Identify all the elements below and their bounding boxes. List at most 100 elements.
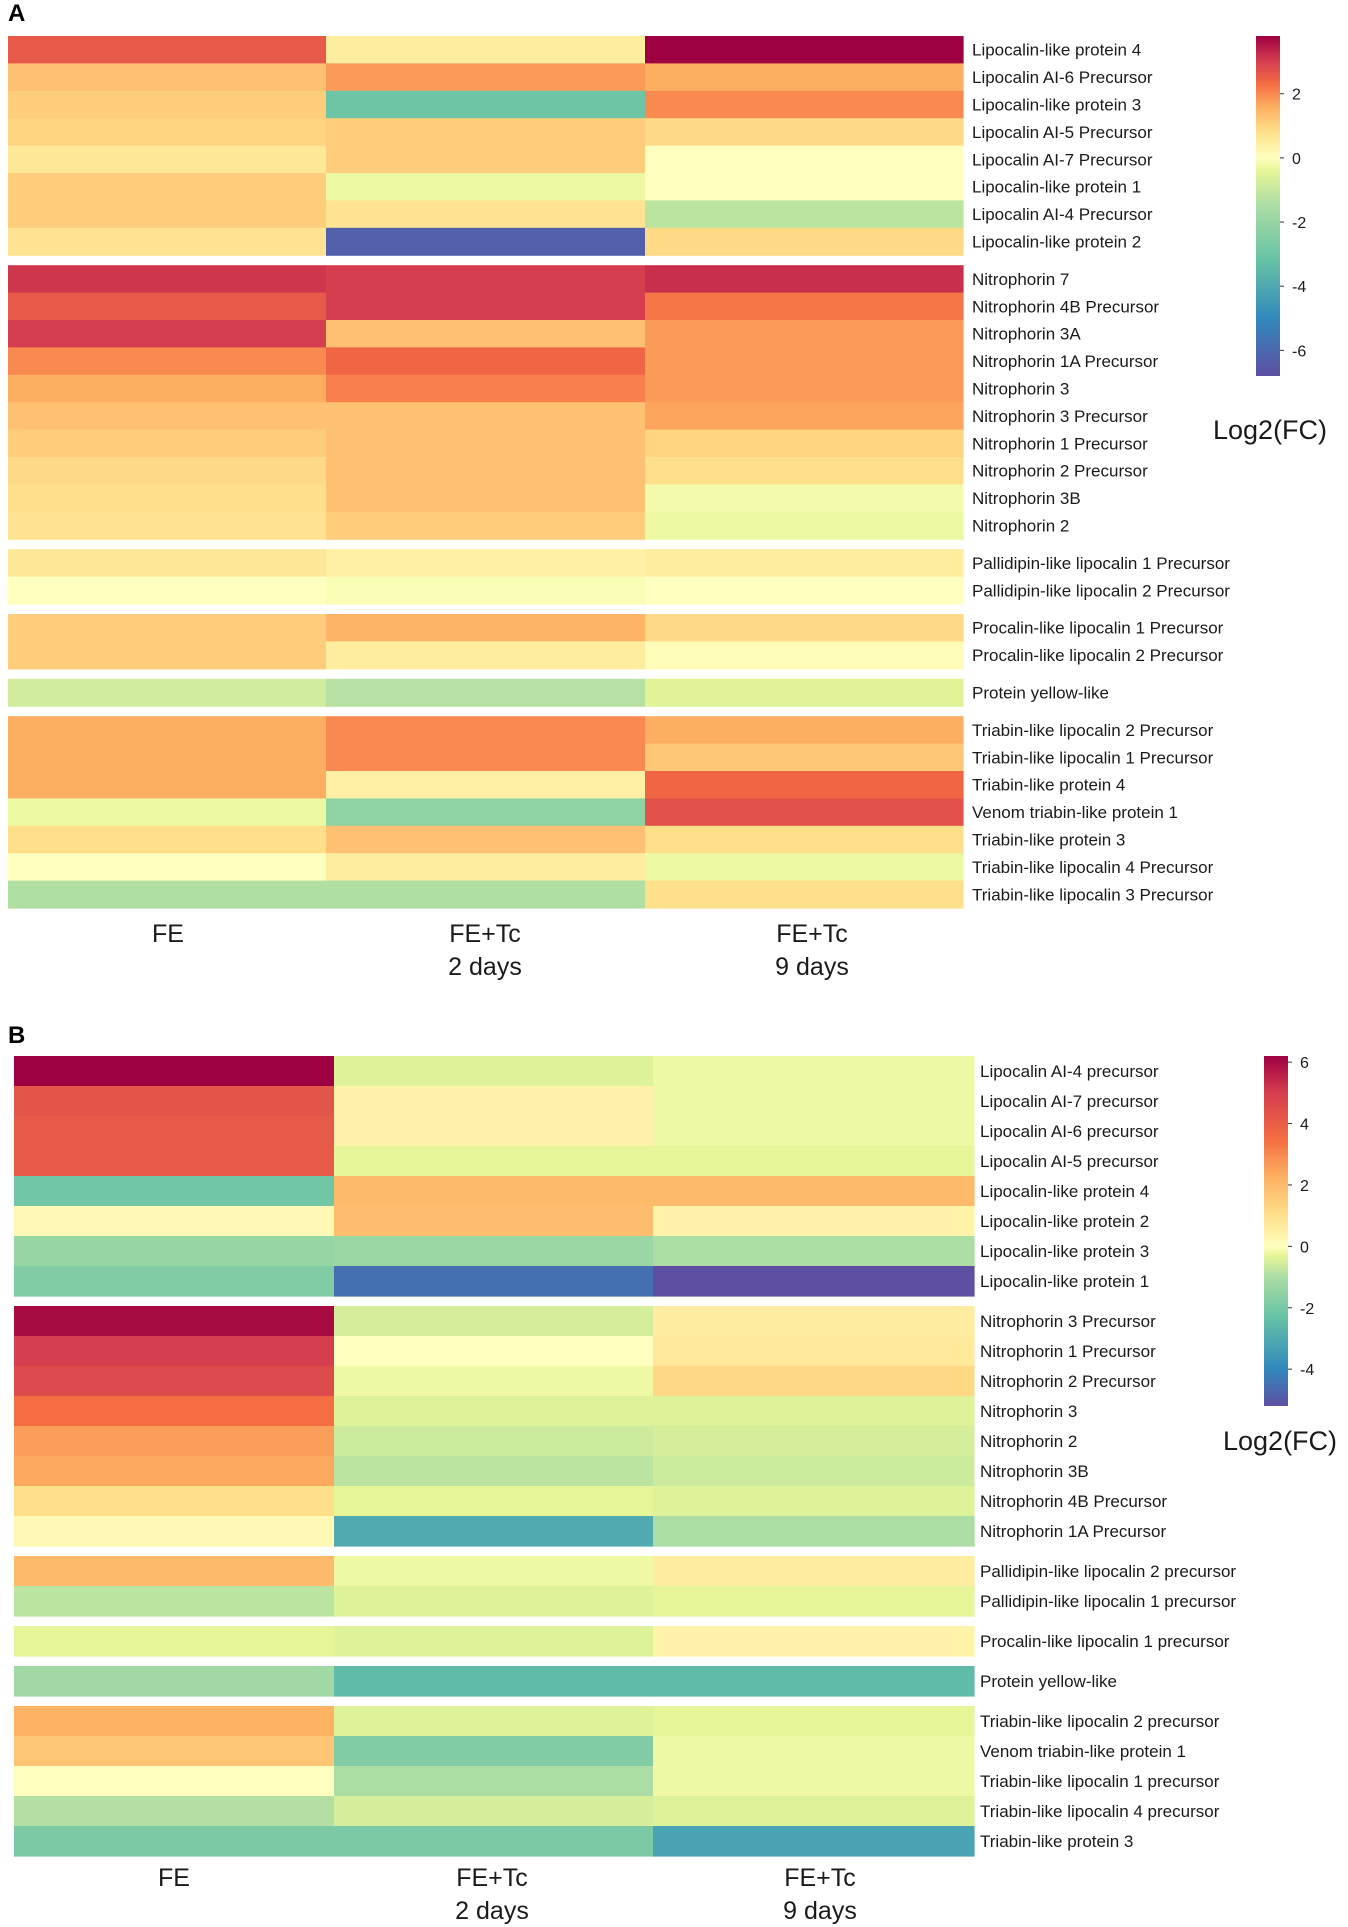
- heatmap-a-row-label: Nitrophorin 1A Precursor: [972, 352, 1158, 371]
- heatmap-a-cell-triabin-like-protein-3-col1: [8, 825, 327, 854]
- heatmap-b-row-label: Triabin-like lipocalin 4 precursor: [980, 1802, 1220, 1821]
- heatmap-b-row-label: Venom triabin-like protein 1: [980, 1742, 1186, 1761]
- heatmap-b-cell-pallidipin-like-lipocalin-1-precursor-col3: [653, 1586, 975, 1617]
- heatmap-a-cell-pallidipin-like-lipocalin-1-precursor-col3: [645, 549, 964, 578]
- panel-label-b: B: [8, 1022, 26, 1049]
- heatmap-a-svg: Lipocalin-like protein 4 Lipocalin AI-6 P…: [8, 36, 1327, 981]
- heatmap-b-colorbar-title: Log2(FC): [1223, 1426, 1337, 1456]
- heatmap-b-cell-nitrophorin-2-col3: [653, 1426, 975, 1457]
- heatmap-a-colorbar-tick-label: 2: [1292, 87, 1301, 104]
- heatmap-a-cell-triabin-like-lipocalin-2-precursor-col2: [326, 716, 646, 745]
- heatmap-a-cell-lipocalin-ai-4-precursor-col1: [8, 200, 327, 229]
- heatmap-a-cell-nitrophorin-2-col3: [645, 511, 964, 540]
- heatmap-b-cell-procalin-like-lipocalin-1-precursor-col3: [653, 1626, 975, 1657]
- heatmap-a-cell-nitrophorin-1-precursor-col2: [326, 429, 646, 458]
- heatmap-a-row-label: Lipocalin AI-6 Precursor: [972, 68, 1153, 87]
- heatmap-a-row-label: Triabin-like lipocalin 3 Precursor: [972, 885, 1214, 904]
- heatmap-b-cell-nitrophorin-3-precursor-col1: [14, 1306, 335, 1337]
- panel-label-a: A: [8, 0, 26, 27]
- heatmap-a-cell-lipocalin-like-protein-1-col2: [326, 173, 646, 201]
- heatmap-a-cell-lipocalin-like-protein-2-col2: [326, 227, 646, 256]
- heatmap-a-cell-lipocalin-like-protein-2-col1: [8, 227, 327, 256]
- heatmap-a-cell-lipocalin-ai-7-precursor-col1: [8, 145, 327, 174]
- heatmap-a-cell-lipocalin-ai-6-precursor-col2: [326, 63, 646, 92]
- heatmap-a-cell-venom-triabin-like-protein-1-col1: [8, 798, 327, 827]
- heatmap-a-cell-lipocalin-ai-5-precursor-col2: [326, 118, 646, 147]
- heatmap-a-cell-nitrophorin-4b-precursor-col3: [645, 292, 964, 321]
- heatmap-a-row-label: Pallidipin-like lipocalin 2 Precursor: [972, 581, 1230, 600]
- heatmap-b-row-label: Lipocalin-like protein 4: [980, 1182, 1149, 1201]
- heatmap-b-row-label: Nitrophorin 1A Precursor: [980, 1522, 1166, 1541]
- heatmap-a-cell-triabin-like-lipocalin-4-precursor-col3: [645, 853, 964, 882]
- heatmap-a-cell-venom-triabin-like-protein-1-col3: [645, 798, 964, 827]
- heatmap-b-column-label: FE: [158, 1864, 190, 1892]
- heatmap-b-cell-triabin-like-lipocalin-1-precursor-col1: [14, 1766, 335, 1797]
- heatmap-b-colorbar-tick-label: 2: [1300, 1178, 1309, 1195]
- heatmap-b-cell-venom-triabin-like-protein-1-col1: [14, 1736, 335, 1767]
- heatmap-a-column-label: FE+Tc: [449, 920, 521, 948]
- heatmap-a-row-label: Protein yellow-like: [972, 684, 1109, 703]
- heatmap-b-cell-triabin-like-lipocalin-2-precursor-col2: [334, 1706, 654, 1737]
- heatmap-a-cell-lipocalin-ai-5-precursor-col1: [8, 118, 327, 147]
- heatmap-a-cell-nitrophorin-2-precursor-col1: [8, 457, 327, 485]
- heatmap-b-svg: Lipocalin AI-4 precursor Lipocalin AI-7 p…: [14, 1055, 1337, 1925]
- heatmap-a-cell-nitrophorin-2-precursor-col2: [326, 457, 646, 485]
- heatmap-b-row-label: Pallidipin-like lipocalin 2 precursor: [980, 1562, 1236, 1581]
- heatmap-a-cell-nitrophorin-3a-col1: [8, 320, 327, 348]
- heatmap-b-cell-lipocalin-ai-4-precursor-col2: [334, 1056, 654, 1087]
- heatmap-a-row-label: Nitrophorin 3B: [972, 489, 1081, 508]
- heatmap-b-cell-nitrophorin-3b-col3: [653, 1456, 975, 1487]
- heatmap-b-cell-lipocalin-like-protein-3-col2: [334, 1236, 654, 1267]
- heatmap-a-cell-triabin-like-lipocalin-3-precursor-col3: [645, 880, 964, 909]
- heatmap-b-cell-pallidipin-like-lipocalin-1-precursor-col2: [334, 1586, 654, 1617]
- heatmap-b-cell-triabin-like-lipocalin-2-precursor-col1: [14, 1706, 335, 1737]
- heatmap-a-row-label: Pallidipin-like lipocalin 1 Precursor: [972, 554, 1230, 573]
- heatmap-a-cell-procalin-like-lipocalin-2-precursor-col2: [326, 641, 646, 670]
- heatmap-b-cell-lipocalin-like-protein-3-col1: [14, 1236, 335, 1267]
- heatmap-a-cell-nitrophorin-1a-precursor-col2: [326, 347, 646, 376]
- heatmap-b-row-label: Nitrophorin 4B Precursor: [980, 1492, 1167, 1511]
- heatmap-b-cell-triabin-like-lipocalin-1-precursor-col3: [653, 1766, 975, 1797]
- heatmap-b-cell-lipocalin-like-protein-2-col2: [334, 1206, 654, 1237]
- heatmap-b-column-label: 2 days: [455, 1897, 529, 1925]
- heatmap-b-row-label: Nitrophorin 1 Precursor: [980, 1342, 1156, 1361]
- heatmap-b-cell-protein-yellow-like-col3: [653, 1666, 975, 1697]
- heatmap-b-cell-triabin-like-lipocalin-4-precursor-col1: [14, 1796, 335, 1827]
- heatmap-a-cell-nitrophorin-3b-col1: [8, 484, 327, 513]
- heatmap-b-colorbar-tick-label: -4: [1300, 1362, 1314, 1379]
- heatmap-a-cell-triabin-like-lipocalin-3-precursor-col2: [326, 880, 646, 909]
- heatmap-a-cell-triabin-like-lipocalin-2-precursor-col1: [8, 716, 327, 745]
- heatmap-b-cell-nitrophorin-4b-precursor-col1: [14, 1486, 335, 1517]
- heatmap-b-cell-nitrophorin-3-col1: [14, 1396, 335, 1427]
- heatmap-a-row-label: Lipocalin-like protein 2: [972, 233, 1141, 252]
- heatmap-a-cell-nitrophorin-3-col2: [326, 374, 646, 403]
- heatmap-a-cell-triabin-like-lipocalin-4-precursor-col1: [8, 853, 327, 882]
- heatmap-a-cell-lipocalin-ai-5-precursor-col3: [645, 118, 964, 147]
- heatmap-a-row-label: Nitrophorin 3: [972, 380, 1069, 399]
- heatmap-b-cell-pallidipin-like-lipocalin-2-precursor-col2: [334, 1556, 654, 1587]
- heatmap-a-cell-lipocalin-like-protein-1-col1: [8, 173, 327, 201]
- heatmap-a-cell-nitrophorin-2-col1: [8, 511, 327, 540]
- heatmap-b-row-label: Lipocalin AI-6 precursor: [980, 1122, 1159, 1141]
- heatmap-b-cell-procalin-like-lipocalin-1-precursor-col1: [14, 1626, 335, 1657]
- heatmap-a-colorbar: [1256, 36, 1280, 376]
- heatmap-b-cell-triabin-like-lipocalin-2-precursor-col3: [653, 1706, 975, 1737]
- heatmap-a-cell-nitrophorin-3a-col3: [645, 320, 964, 348]
- heatmap-a-row-label: Lipocalin-like protein 1: [972, 178, 1141, 197]
- heatmap-b-cell-nitrophorin-2-precursor-col2: [334, 1366, 654, 1397]
- heatmap-b-cell-lipocalin-like-protein-2-col3: [653, 1206, 975, 1237]
- heatmap-a-cell-nitrophorin-2-col2: [326, 511, 646, 540]
- heatmap-a-row-label: Nitrophorin 2: [972, 517, 1069, 536]
- heatmap-b-cell-lipocalin-ai-5-precursor-col3: [653, 1146, 975, 1177]
- heatmap-a-cell-nitrophorin-1a-precursor-col1: [8, 347, 327, 376]
- heatmap-a-cell-triabin-like-lipocalin-1-precursor-col3: [645, 743, 964, 772]
- heatmap-b-cell-nitrophorin-2-col1: [14, 1426, 335, 1457]
- heatmap-a-cell-nitrophorin-7-col1: [8, 265, 327, 294]
- heatmap-a-cell-nitrophorin-3-col1: [8, 374, 327, 403]
- heatmap-a-row-label: Triabin-like lipocalin 2 Precursor: [972, 721, 1214, 740]
- heatmap-a-cell-nitrophorin-1-precursor-col1: [8, 429, 327, 458]
- heatmap-a-cell-triabin-like-protein-4-col3: [645, 771, 964, 799]
- heatmap-a-cell-nitrophorin-3a-col2: [326, 320, 646, 348]
- heatmap-a-cell-pallidipin-like-lipocalin-1-precursor-col1: [8, 549, 327, 578]
- heatmap-a-cell-nitrophorin-3-precursor-col3: [645, 402, 964, 431]
